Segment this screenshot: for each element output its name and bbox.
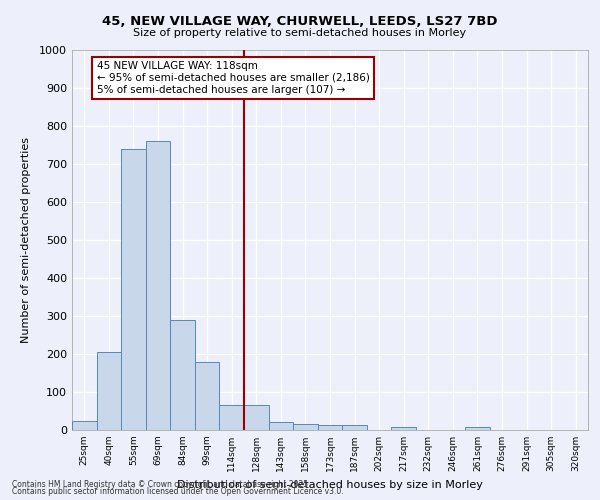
Text: 45, NEW VILLAGE WAY, CHURWELL, LEEDS, LS27 7BD: 45, NEW VILLAGE WAY, CHURWELL, LEEDS, LS… (102, 15, 498, 28)
Y-axis label: Number of semi-detached properties: Number of semi-detached properties (21, 137, 31, 343)
Bar (72, 420, 97, 430)
Bar (342, 425, 367, 430)
Bar (220, 406, 244, 430)
Text: Contains HM Land Registry data © Crown copyright and database right 2025.: Contains HM Land Registry data © Crown c… (12, 480, 311, 489)
X-axis label: Distribution of semi-detached houses by size in Morley: Distribution of semi-detached houses by … (177, 480, 483, 490)
Bar (146, 141, 170, 430)
Bar (269, 422, 293, 430)
Bar (318, 425, 342, 430)
Bar (391, 427, 416, 430)
Text: Contains public sector information licensed under the Open Government Licence v3: Contains public sector information licen… (12, 487, 344, 496)
Text: 45 NEW VILLAGE WAY: 118sqm
← 95% of semi-detached houses are smaller (2,186)
5% : 45 NEW VILLAGE WAY: 118sqm ← 95% of semi… (97, 62, 370, 94)
Text: Size of property relative to semi-detached houses in Morley: Size of property relative to semi-detach… (133, 28, 467, 38)
Bar (244, 406, 269, 430)
Bar (195, 362, 220, 430)
Bar (97, 352, 121, 430)
Bar (465, 427, 490, 430)
Bar (293, 424, 318, 430)
Bar (121, 149, 146, 430)
Bar (170, 320, 195, 430)
